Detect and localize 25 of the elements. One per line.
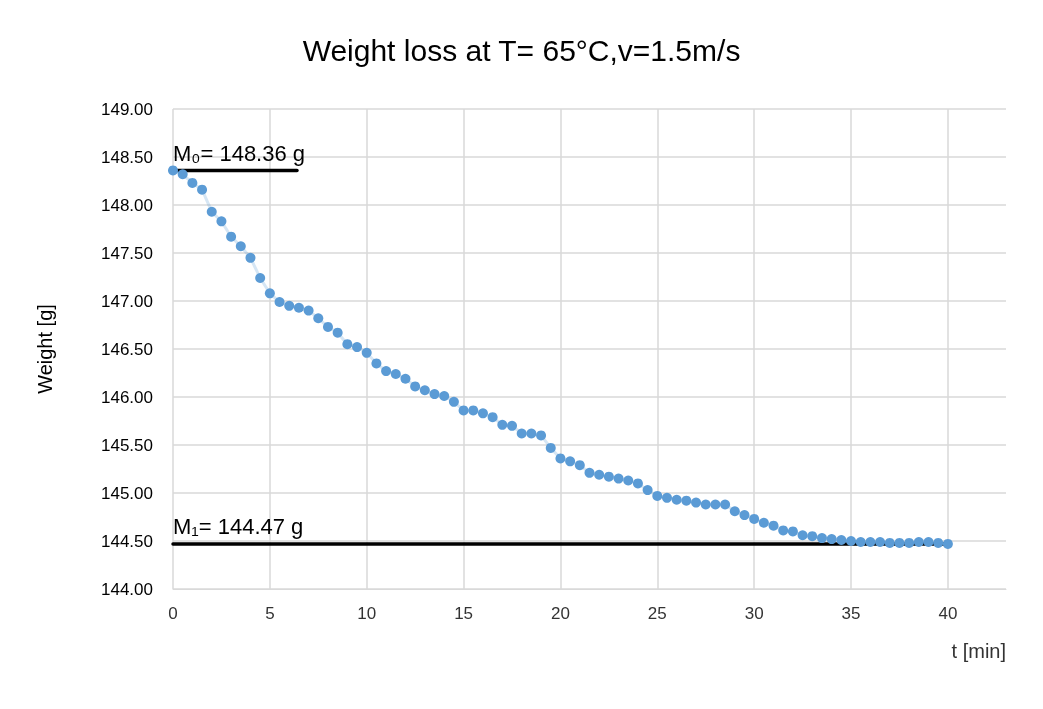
y-axis-title: Weight [g] [34, 304, 56, 394]
annotation: M₀= 148.36 g [173, 140, 306, 166]
x-tick-label: 15 [454, 604, 474, 623]
y-tick-label: 148.00 [101, 195, 153, 215]
y-tick-label: 144.50 [101, 531, 153, 551]
y-tick-label: 145.00 [101, 483, 153, 503]
y-tick-label: 147.50 [101, 243, 153, 263]
x-tick-label: 30 [744, 604, 764, 623]
y-tick-label: 147.00 [101, 291, 153, 311]
y-tick-label: 149.00 [101, 99, 153, 119]
x-tick-label: 5 [265, 604, 275, 623]
x-tick-label: 35 [841, 604, 861, 623]
y-tick-label: 146.50 [101, 339, 153, 359]
annotation: M₁= 144.47 g [173, 514, 304, 540]
x-tick-label: 10 [357, 604, 377, 623]
y-tick-label: 144.00 [101, 579, 153, 599]
x-tick-label: 0 [168, 604, 178, 623]
y-tick-label: 145.50 [101, 435, 153, 455]
y-tick-label: 148.50 [101, 147, 153, 167]
chart-title: Weight loss at T= 65°C,v=1.5m/s [302, 33, 741, 67]
y-tick-label: 146.00 [101, 387, 153, 407]
x-axis-title: t [min] [951, 640, 1006, 662]
x-tick-label: 25 [647, 604, 667, 623]
x-tick-label: 20 [550, 604, 570, 623]
x-tick-label: 40 [938, 604, 958, 623]
